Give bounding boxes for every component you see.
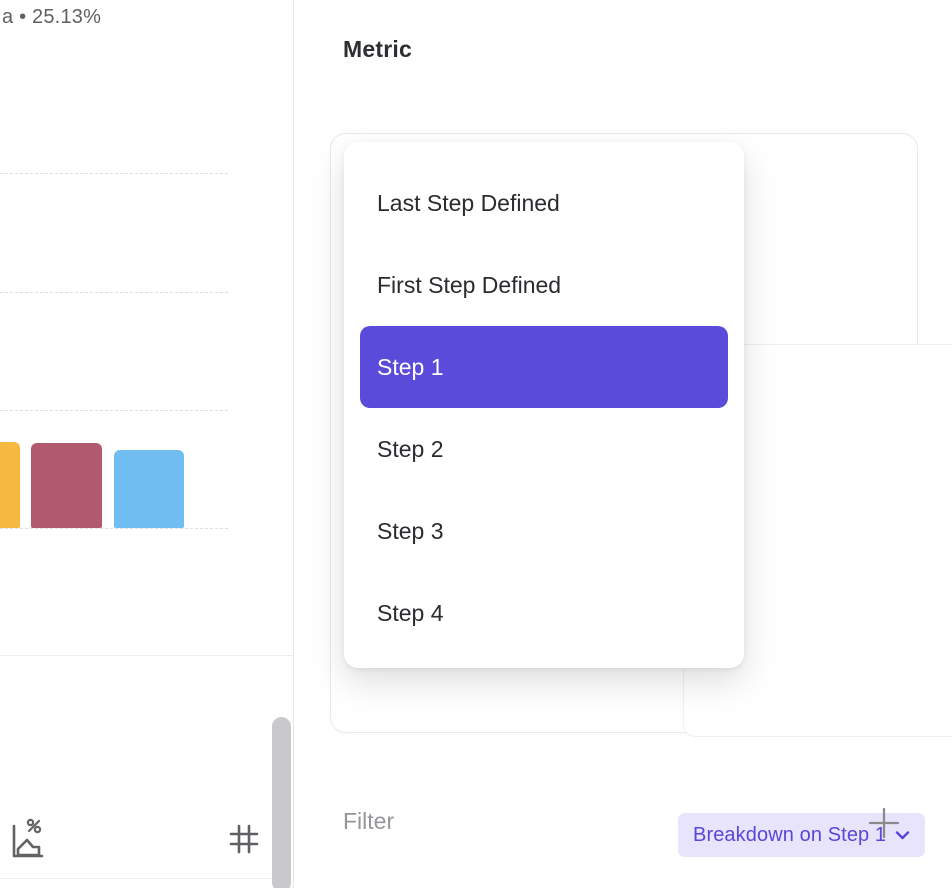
breakdown-label: Breakdown on Step 1: [693, 823, 887, 846]
dropdown-item-first-step-defined[interactable]: First Step Defined: [377, 271, 562, 298]
grid-hash-icon[interactable]: [227, 822, 261, 856]
dropdown-item-step-1-selected[interactable]: Step 1: [360, 326, 728, 408]
chart-baseline: [0, 528, 228, 529]
add-filter-plus-icon[interactable]: [868, 807, 900, 839]
gridline: [0, 410, 228, 411]
funnel-bar-blue[interactable]: [114, 450, 184, 528]
chevron-down-icon: [895, 830, 910, 839]
section-divider: [0, 655, 293, 656]
funnel-bar-maroon[interactable]: [31, 443, 102, 528]
step-select-dropdown: Last Step Defined First Step Defined Ste…: [344, 142, 744, 668]
dropdown-item-step-3[interactable]: Step 3: [377, 517, 444, 544]
dropdown-item-last-step-defined[interactable]: Last Step Defined: [377, 189, 560, 216]
dropdown-item-step-2[interactable]: Step 2: [377, 435, 444, 462]
gridline: [0, 173, 228, 174]
scrollbar-thumb[interactable]: [272, 717, 291, 888]
section-divider: [0, 878, 272, 879]
chart-panel: a • 25.13%: [0, 0, 294, 888]
page-title: Metric: [343, 36, 412, 62]
funnel-bar-orange[interactable]: [0, 442, 20, 528]
series-legend-truncated: a • 25.13%: [2, 6, 102, 28]
dropdown-item-step-4[interactable]: Step 4: [377, 599, 444, 626]
filter-section-label: Filter: [343, 808, 395, 834]
percent-chart-icon[interactable]: [8, 818, 46, 862]
gridline: [0, 292, 228, 293]
